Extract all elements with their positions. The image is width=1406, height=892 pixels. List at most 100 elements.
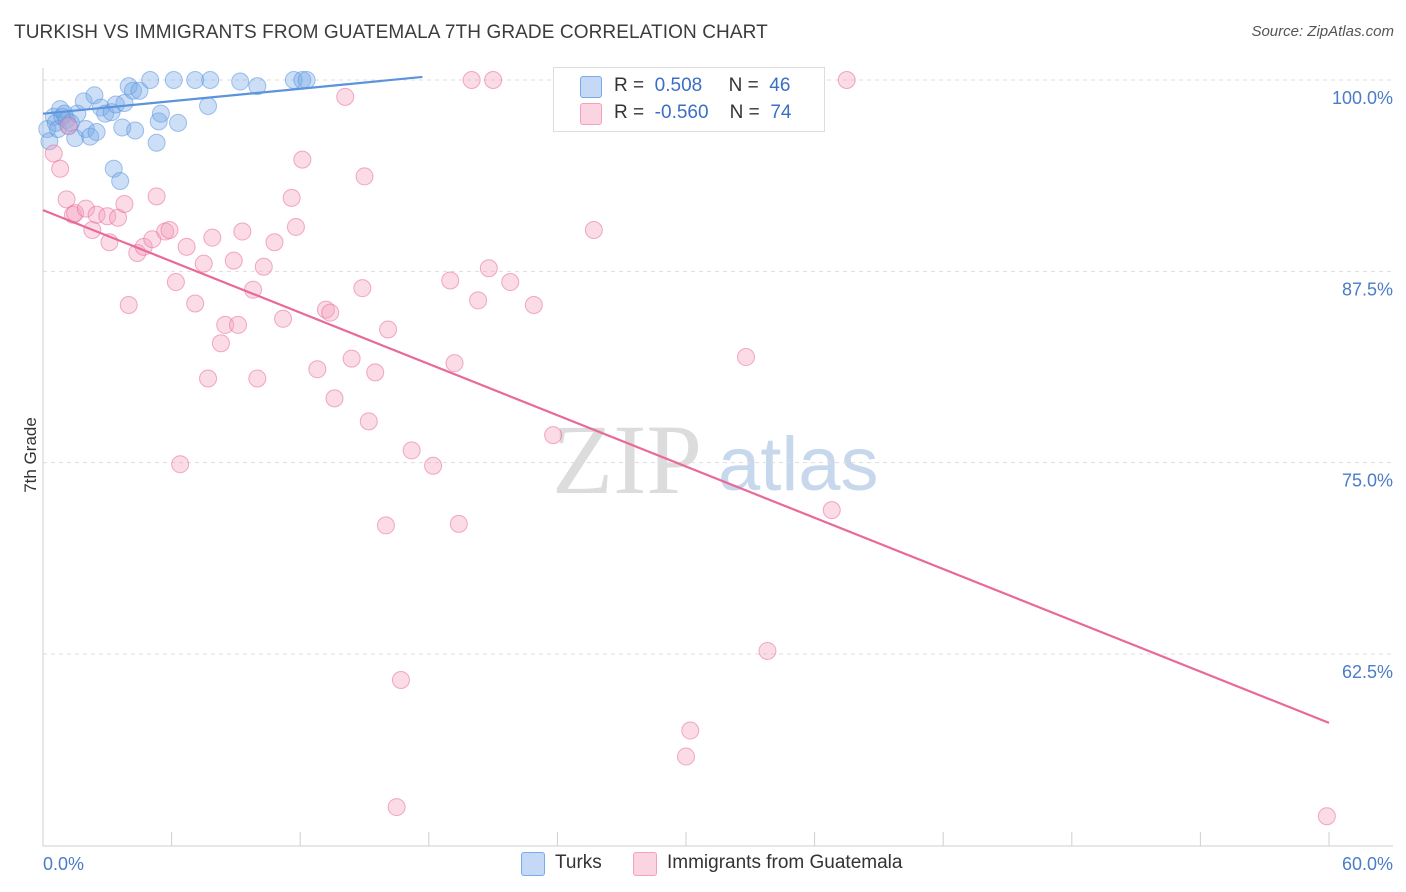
chart-title: TURKISH VS IMMIGRANTS FROM GUATEMALA 7TH… (14, 22, 768, 43)
bottom-legend-swatch-guatemala (633, 852, 657, 876)
trend-line-guatemala (42, 209, 1330, 724)
bottom-legend-label-turks: Turks (555, 852, 602, 873)
data-point (199, 97, 218, 116)
data-point (424, 456, 443, 475)
data-point (479, 259, 498, 278)
data-point (57, 190, 76, 209)
legend-text-turks: R = 0.508 N = 46 (614, 75, 791, 96)
data-point (76, 199, 95, 218)
data-point (254, 257, 273, 276)
trend-line-turks (42, 75, 423, 115)
data-point (248, 77, 267, 96)
data-point (402, 441, 421, 460)
data-point (164, 71, 183, 89)
data-point (484, 71, 503, 89)
data-point (462, 71, 481, 89)
watermark: ZIP atlas (552, 404, 879, 515)
data-point (353, 279, 372, 298)
watermark-atlas: atlas (718, 422, 879, 507)
data-point (160, 221, 179, 240)
trend-layer (42, 75, 1330, 724)
data-point (441, 271, 460, 290)
data-point (149, 112, 168, 131)
data-point (81, 127, 100, 146)
y-tick-label: 62.5% (1342, 662, 1393, 682)
data-point (336, 87, 355, 106)
data-point (387, 798, 406, 817)
data-point (186, 71, 205, 89)
data-point (501, 273, 520, 292)
data-point (321, 303, 340, 322)
watermark-zip: ZIP (552, 404, 702, 515)
data-point (376, 516, 395, 535)
data-point (115, 194, 134, 213)
data-point (1317, 807, 1336, 826)
data-point (126, 121, 145, 140)
x-tick-label-left: 0.0% (43, 854, 84, 874)
data-point (119, 296, 138, 315)
correlation-legend: R = 0.508 N = 46 R = -0.560 N = 74 (553, 67, 825, 132)
bottom-legend-swatch-turks (521, 852, 545, 876)
data-point (40, 132, 59, 151)
legend-text-guatemala: R = -0.560 N = 74 (614, 102, 792, 123)
data-point (201, 71, 220, 89)
data-point (59, 116, 78, 135)
axes: 100.0% 87.5% 75.0% 62.5% (42, 68, 1393, 847)
data-point (224, 251, 243, 270)
data-point (524, 296, 543, 315)
data-point (231, 72, 250, 91)
data-point (147, 133, 166, 152)
data-point (229, 315, 248, 334)
data-point (286, 217, 305, 236)
data-point (111, 172, 130, 191)
data-point (837, 71, 856, 89)
legend-swatch-turks (580, 76, 602, 98)
legend-n-value-guatemala: 74 (770, 102, 792, 123)
data-point (297, 71, 316, 89)
data-point (544, 426, 563, 445)
data-point (355, 167, 374, 186)
y-tick-label: 75.0% (1342, 471, 1393, 491)
data-point (199, 369, 218, 388)
data-point (445, 354, 464, 373)
data-point (177, 237, 196, 256)
data-point (233, 222, 252, 241)
data-point (151, 104, 170, 123)
data-point (379, 320, 398, 339)
data-point (677, 747, 695, 766)
series-turks (38, 71, 683, 191)
grid (43, 79, 1393, 655)
legend-r-value-turks: 0.508 (654, 75, 703, 96)
data-point (147, 187, 166, 206)
data-point (391, 671, 410, 690)
bottom-legend-label-guatemala: Immigrants from Guatemala (667, 852, 903, 873)
data-point (141, 71, 160, 89)
data-point (169, 113, 188, 132)
data-point (171, 455, 190, 474)
data-point (51, 159, 70, 178)
data-point (758, 641, 777, 660)
data-point (366, 363, 385, 382)
data-point (342, 349, 361, 368)
data-point (308, 360, 327, 379)
data-point (66, 204, 85, 223)
data-point (737, 348, 756, 367)
data-point (248, 369, 267, 388)
data-point (130, 81, 149, 100)
data-point (194, 254, 213, 273)
data-point (211, 334, 230, 353)
data-point (293, 150, 312, 169)
data-point (166, 273, 185, 292)
y-tick-label: 87.5% (1342, 279, 1393, 299)
data-point (265, 233, 284, 252)
data-point (124, 81, 143, 100)
data-point (274, 309, 293, 328)
series-guatemala (44, 71, 1336, 826)
data-point (449, 514, 468, 533)
data-point (87, 123, 106, 142)
legend-swatch-guatemala (580, 103, 602, 125)
data-point (822, 501, 841, 520)
data-point (216, 315, 235, 334)
data-point (469, 291, 488, 310)
